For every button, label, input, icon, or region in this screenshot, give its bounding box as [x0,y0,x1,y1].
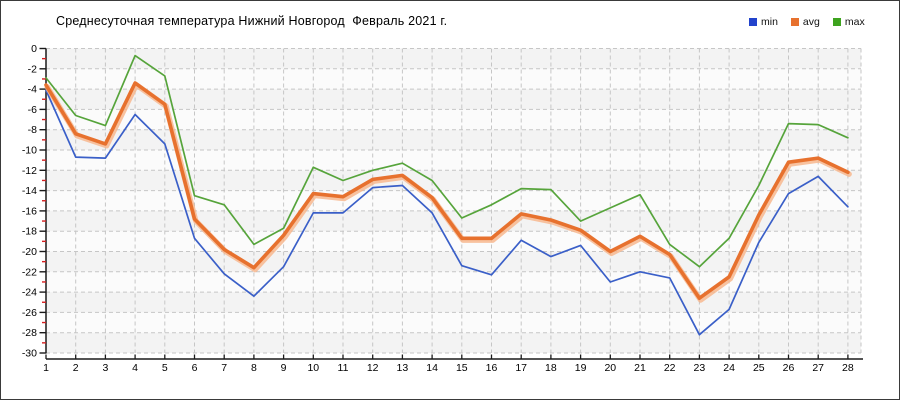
plot-band [46,210,861,232]
legend-item-max: max [832,16,865,28]
legend-swatch-avg-icon [790,18,799,26]
y-axis-tick-label: -14 [22,185,37,197]
x-axis-tick-label: 4 [132,362,138,374]
x-axis-tick-label: 14 [426,362,438,374]
plot-band [46,312,861,333]
y-axis-tick-label: -24 [22,287,37,299]
plot-band [46,129,861,150]
legend-item-avg: avg [790,16,820,28]
x-axis-tick-label: 5 [162,362,168,374]
x-axis-tick-label: 24 [723,362,735,374]
y-axis-tick-label: -20 [22,246,37,258]
x-axis-tick-label: 12 [367,362,379,374]
x-axis-tick-label: 9 [281,362,287,374]
series-min-line [45,89,849,336]
x-axis-tick-label: 6 [192,362,198,374]
y-axis-tick-label: -10 [22,145,37,157]
plot-band [46,48,861,69]
series-avg-line [44,81,850,301]
x-axis-tick-label: 27 [812,362,824,374]
y-axis-tick-label: -16 [22,205,37,217]
plot-band [46,271,861,293]
y-axis-tick-label: -6 [28,104,37,116]
x-axis-tick-label: 18 [545,362,557,374]
plot-band [46,109,861,130]
plot-background-bands [46,48,861,353]
plot-band [46,231,861,252]
x-axis-tick-label: 11 [338,362,349,374]
legend-swatch-min-icon [749,18,757,26]
plot-band [46,89,861,110]
x-axis-tick-label: 19 [575,362,587,374]
legend-label-avg: avg [802,16,820,28]
x-axis-tick-label: 21 [634,362,646,374]
legend-label-min: min [761,16,778,28]
plot-band [46,190,861,211]
y-axis-tick-label: -4 [28,84,37,96]
series-max-line [45,54,849,268]
x-axis-tick-label: 1 [43,362,49,374]
legend-label-max: max [844,16,865,28]
y-axis: 0 -2 -4 -6 -8 -10 -12 -14 -16 -18 -20 -22 -24 -26 -28 -… [22,43,47,360]
y-axis-tick-label: -2 [28,63,37,75]
plot-band [46,332,861,353]
y-axis-tick-label: -8 [28,124,37,136]
plot-band [46,170,861,191]
legend-item-min: min [749,16,778,28]
x-axis-tick-label: 15 [456,362,468,374]
chart-title: Среднесуточная температура Нижний Новгор… [56,14,448,28]
x-axis-tick-label: 22 [664,362,676,374]
y-axis-tick-label: -12 [22,165,37,177]
x-axis-tick-label: 25 [753,362,765,374]
grid-vertical [45,48,862,353]
y-axis-tick-label: -30 [22,348,37,360]
x-axis: 1 2 3 4 5 6 7 8 9 10 11 12 13 14 15 16 17 18 19 20 21 22 23 24 2… [43,354,863,374]
legend: min avg max [749,16,865,28]
x-axis-tick-label: 10 [307,362,319,374]
x-axis-tick-label: 28 [842,362,854,374]
x-axis-tick-label: 2 [73,362,79,374]
x-axis-tick-label: 17 [515,362,527,374]
x-axis-tick-label: 13 [397,362,409,374]
legend-swatch-max-icon [832,18,841,26]
y-axis-tick-label: -28 [22,327,37,339]
x-axis-tick-label: 20 [604,362,616,374]
y-axis-tick-label: -22 [22,266,37,278]
x-axis-tick-label: 16 [486,362,498,374]
plot-band [46,68,861,90]
x-axis-tick-label: 26 [783,362,795,374]
x-axis-tick-label: 8 [251,362,257,374]
x-axis-tick-label: 7 [221,362,227,374]
y-axis-tick-label: -26 [22,307,37,319]
plot-band [46,150,861,171]
x-axis-tick-label: 3 [102,362,108,374]
y-axis-tick-label: -18 [22,226,37,238]
x-axis-tick-label: 23 [694,362,706,374]
y-axis-tick-label: 0 [31,43,37,55]
plot-band [46,292,861,313]
